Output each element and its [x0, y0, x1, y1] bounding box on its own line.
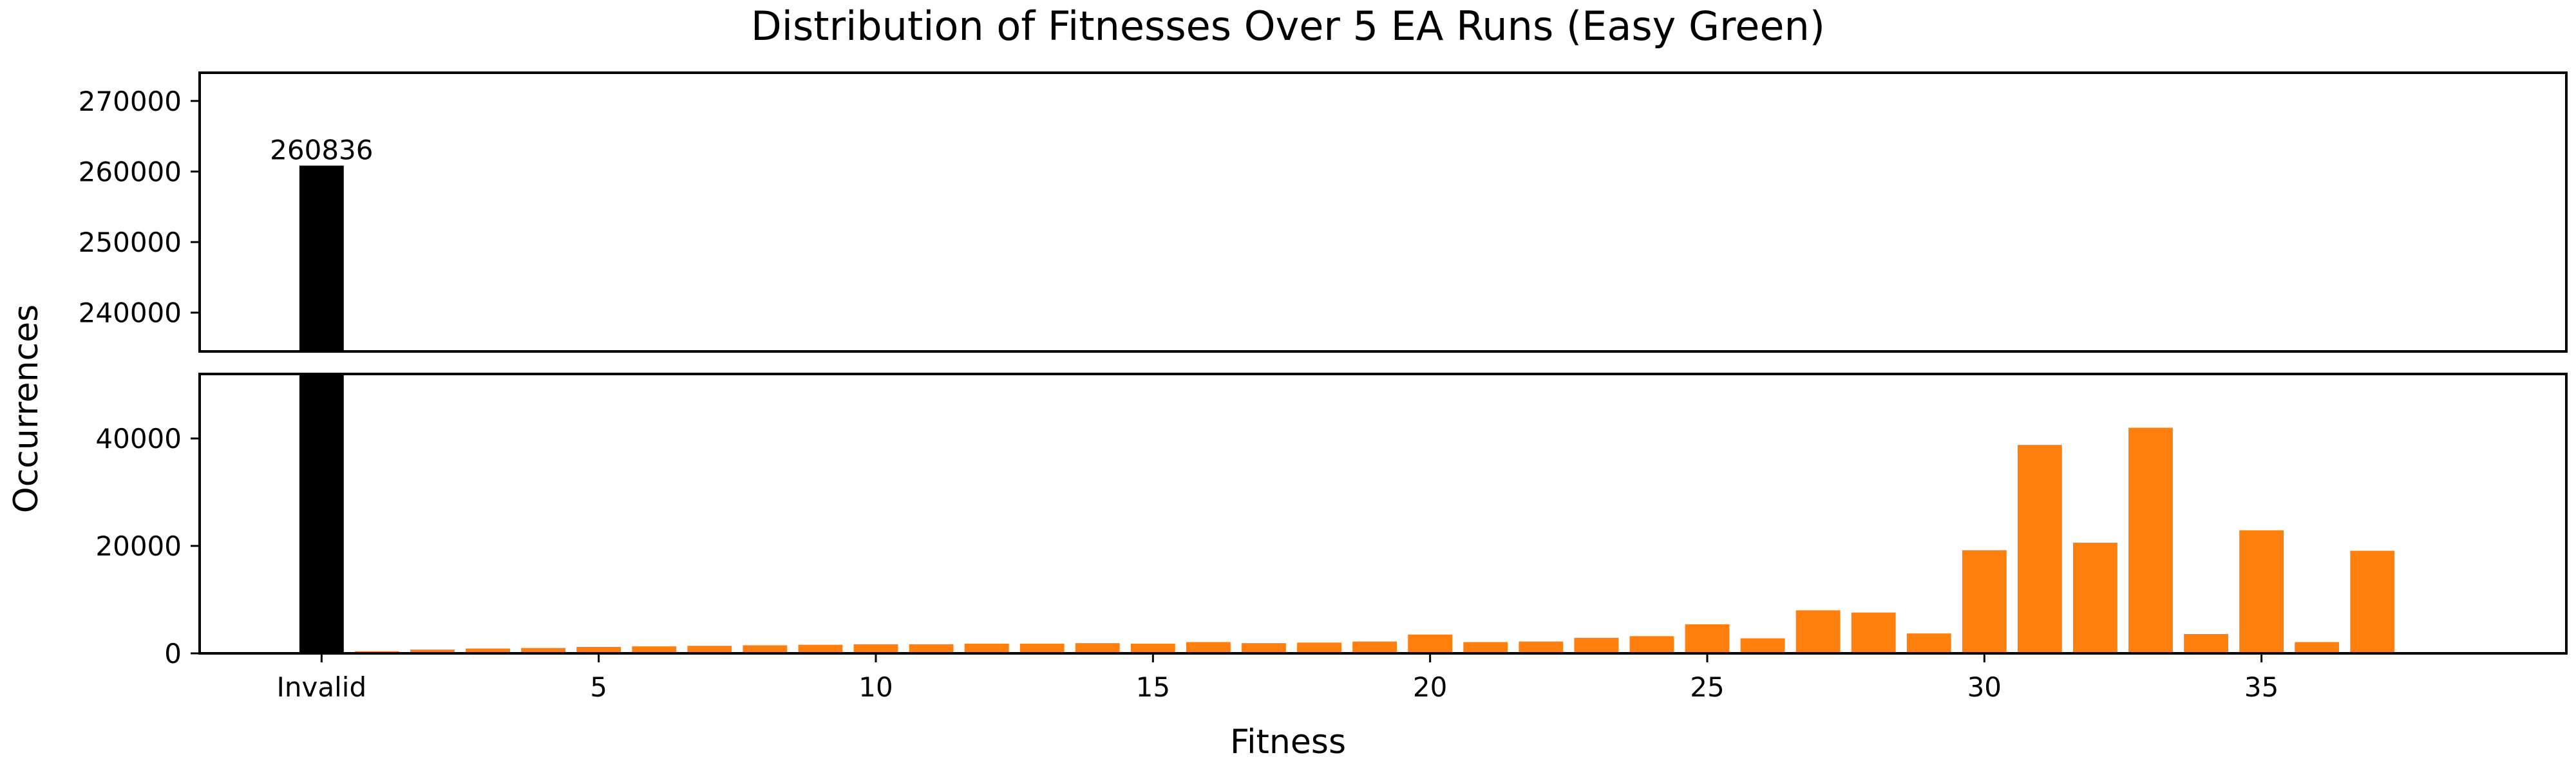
bar-fitness-7 — [687, 646, 732, 653]
data-label-invalid: 260836 — [270, 134, 373, 165]
x-tick-label: 20 — [1413, 671, 1447, 703]
bar-fitness-25 — [1685, 624, 1730, 653]
bar-invalid — [299, 165, 344, 351]
y-tick-label: 40000 — [95, 423, 182, 454]
bar-fitness-22 — [1519, 641, 1564, 653]
bar-fitness-32 — [2073, 543, 2117, 653]
bar-fitness-12 — [964, 643, 1009, 653]
bar-fitness-3 — [466, 648, 510, 653]
bar-fitness-18 — [1297, 642, 1341, 653]
bar-fitness-24 — [1629, 636, 1674, 653]
bar-fitness-20 — [1408, 634, 1453, 653]
bar-fitness-29 — [1906, 633, 1951, 653]
bar-fitness-4 — [521, 648, 566, 653]
x-tick-label: 25 — [1690, 671, 1724, 703]
y-tick-label: 260000 — [79, 156, 182, 187]
bar-fitness-21 — [1463, 642, 1508, 653]
bar-fitness-16 — [1186, 642, 1231, 653]
y-axis-label: Occurrences — [7, 304, 46, 513]
bar-fitness-37 — [2350, 550, 2395, 653]
upper-axes-frame — [198, 71, 2568, 353]
bar-fitness-9 — [798, 644, 843, 653]
bar-fitness-13 — [1019, 643, 1065, 653]
bar-fitness-23 — [1574, 637, 1619, 653]
y-tick-label: 250000 — [79, 227, 182, 258]
bar-fitness-19 — [1352, 641, 1397, 653]
bar-fitness-11 — [909, 644, 954, 653]
chart-title: Distribution of Fitnesses Over 5 EA Runs… — [751, 3, 1825, 50]
bar-fitness-27 — [1795, 610, 1841, 653]
y-tick-label: 0 — [164, 638, 182, 669]
x-tick-label: 35 — [2244, 671, 2278, 703]
x-tick-label: 5 — [590, 671, 607, 703]
lower-axes-panel: 0 20000 40000 Invalid 5 10 15 20 25 30 35 — [95, 373, 2568, 703]
bar-fitness-34 — [2184, 633, 2228, 653]
x-tick-label: 10 — [858, 671, 893, 703]
x-tick-label: 15 — [1136, 671, 1170, 703]
bar-fitness-10 — [853, 644, 898, 653]
bar-fitness-31 — [2017, 445, 2062, 653]
x-axis-label: Fitness — [1230, 723, 1346, 761]
y-tick-label: 270000 — [79, 86, 182, 117]
bar-fitness-28 — [1851, 612, 1896, 653]
bar-fitness-30 — [1962, 550, 2007, 653]
y-tick-label: 20000 — [95, 530, 182, 562]
bar-fitness-33 — [2128, 427, 2173, 653]
x-tick-label: 30 — [1967, 671, 2002, 703]
bar-invalid — [299, 374, 344, 653]
y-tick-label: 240000 — [79, 297, 182, 329]
bar-fitness-5 — [576, 646, 621, 653]
lower-axes-frame — [198, 373, 2568, 655]
upper-axes-panel: 240000 250000 260000 270000 260836 — [79, 71, 2568, 353]
x-tick-label: Invalid — [277, 671, 367, 703]
bar-fitness-17 — [1242, 643, 1286, 653]
bar-fitness-14 — [1075, 643, 1120, 653]
bar-fitness-36 — [2295, 642, 2340, 653]
upper-bars — [299, 165, 344, 351]
bar-fitness-15 — [1130, 643, 1175, 653]
bar-fitness-26 — [1740, 638, 1785, 653]
lower-bars — [299, 374, 2395, 653]
bar-fitness-8 — [743, 645, 788, 653]
bar-fitness-6 — [632, 646, 677, 653]
bar-fitness-2 — [410, 649, 455, 653]
bar-fitness-35 — [2239, 530, 2284, 653]
